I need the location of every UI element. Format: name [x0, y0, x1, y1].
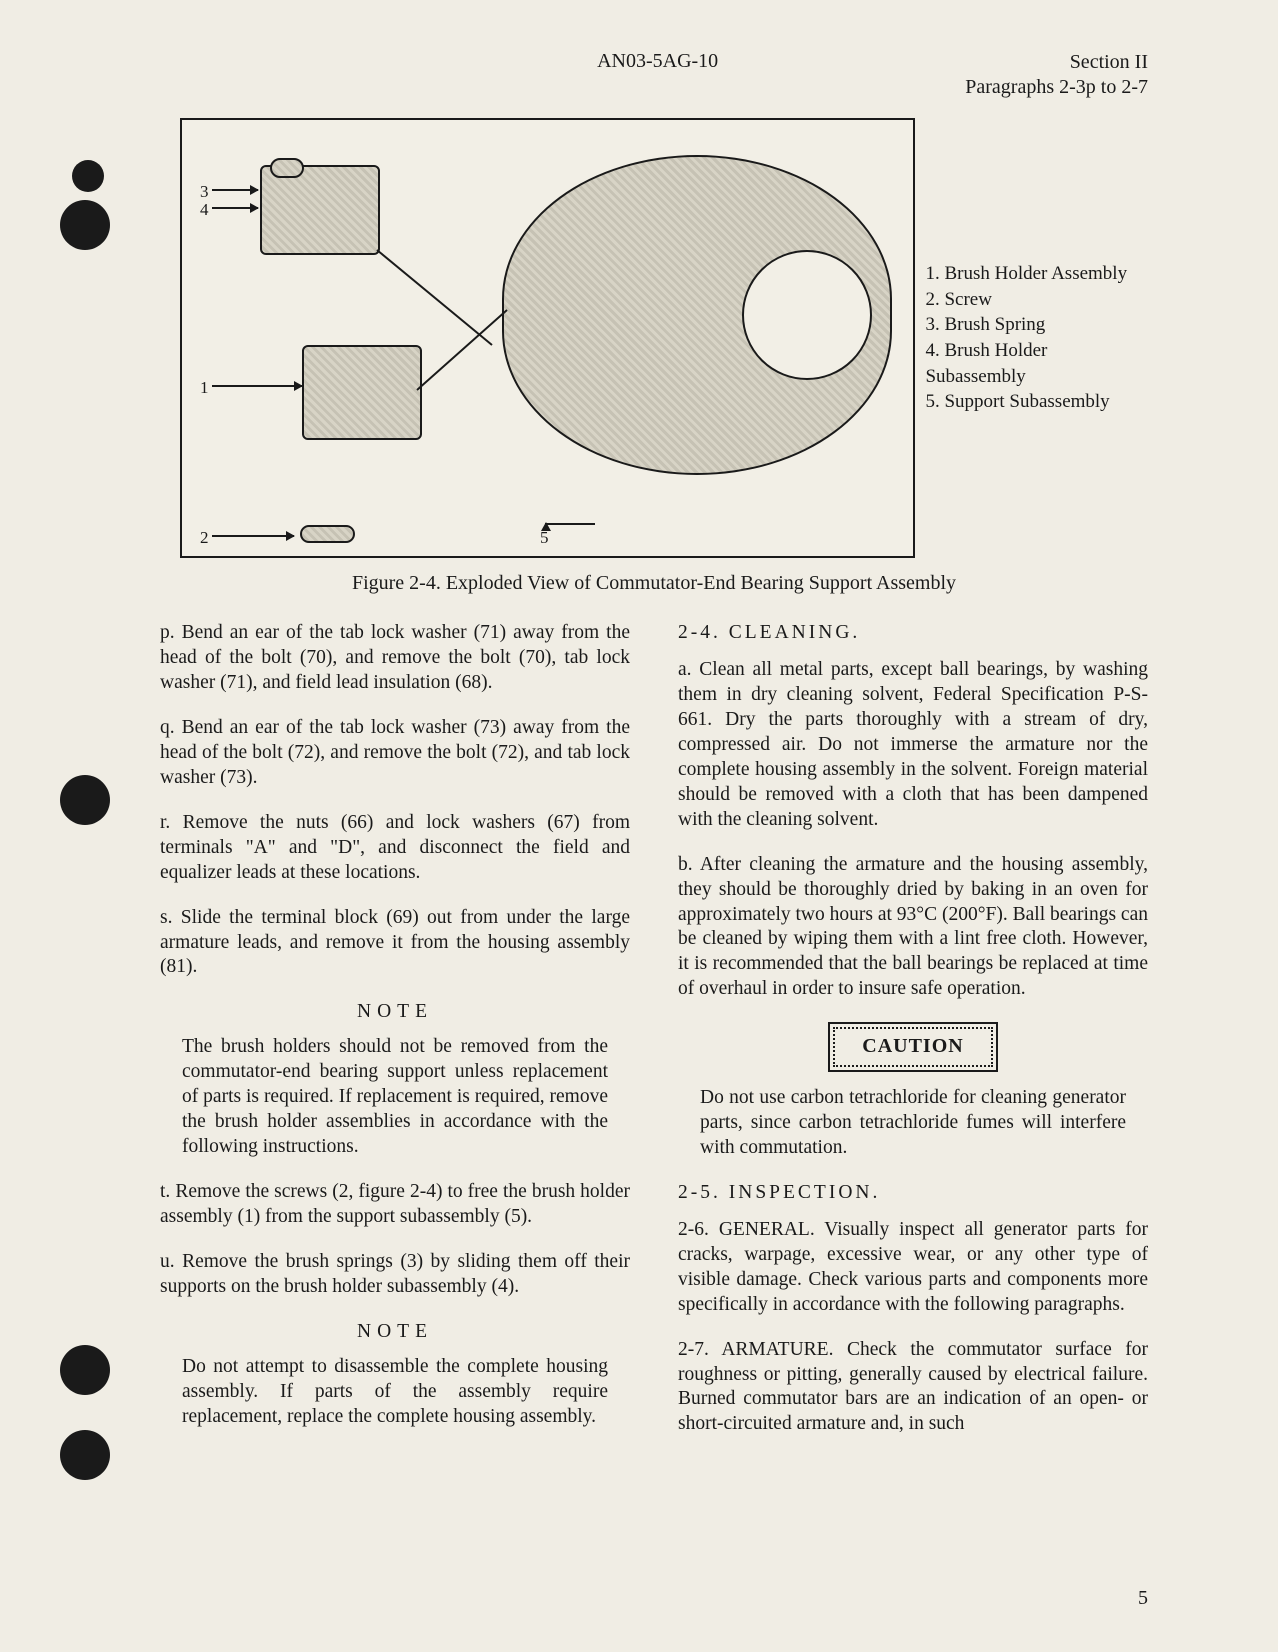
note-heading: NOTE [160, 1320, 630, 1345]
note-body: The brush holders should not be removed … [182, 1035, 608, 1160]
callout-1: 1 [200, 378, 209, 398]
para-range: Paragraphs 2-3p to 2-7 [965, 75, 1148, 100]
legend-item: 5. Support Subassembly [925, 389, 1148, 415]
caution-box: CAUTION [828, 1022, 998, 1072]
arrow-icon [212, 535, 294, 537]
arrow-icon [545, 523, 595, 525]
callout-4: 4 [200, 200, 209, 220]
bore-icon [742, 250, 872, 380]
header-right: Section II Paragraphs 2-3p to 2-7 [965, 50, 1148, 100]
legend-item: 1. Brush Holder Assembly [925, 261, 1148, 287]
left-column: p. Bend an ear of the tab lock washer (7… [160, 621, 630, 1457]
legend-item: 2. Screw [925, 287, 1148, 313]
section-label: Section II [965, 50, 1148, 75]
figure-row: 3 4 1 2 5 1. Brush Holder Assembly [160, 118, 1148, 558]
brush-holder-subassembly-icon [260, 165, 380, 255]
heading-2-4: 2-4. CLEANING. [678, 621, 1148, 646]
note-body: Do not attempt to disassemble the comple… [182, 1355, 608, 1430]
heading-2-5: 2-5. INSPECTION. [678, 1181, 1148, 1206]
para-q: q. Bend an ear of the tab lock washer (7… [160, 716, 630, 791]
note-heading: NOTE [160, 1000, 630, 1025]
para-u: u. Remove the brush springs (3) by slidi… [160, 1250, 630, 1300]
para-2-4b: b. After cleaning the armature and the h… [678, 853, 1148, 1003]
arrow-icon [212, 189, 258, 191]
brush-spring-icon [270, 158, 304, 178]
figure-legend: 1. Brush Holder Assembly 2. Screw 3. Bru… [925, 261, 1148, 415]
page-number: 5 [1138, 1587, 1148, 1610]
doc-id: AN03-5AG-10 [350, 50, 965, 73]
callout-2: 2 [200, 528, 209, 548]
brush-holder-assembly-icon [302, 345, 422, 440]
screw-icon [300, 525, 355, 543]
para-s: s. Slide the terminal block (69) out fro… [160, 906, 630, 981]
body-columns: p. Bend an ear of the tab lock washer (7… [160, 621, 1148, 1457]
figure-2-4: 3 4 1 2 5 [180, 118, 915, 558]
arrow-icon [212, 207, 258, 209]
arrow-icon [212, 385, 302, 387]
legend-item: 3. Brush Spring [925, 312, 1148, 338]
legend-item: 4. Brush Holder Subassembly [925, 338, 1148, 389]
page: AN03-5AG-10 Section II Paragraphs 2-3p t… [0, 0, 1278, 1652]
caution-body: Do not use carbon tetrachloride for clea… [700, 1086, 1126, 1161]
para-t: t. Remove the screws (2, figure 2-4) to … [160, 1180, 630, 1230]
callout-5: 5 [540, 528, 549, 548]
para-p: p. Bend an ear of the tab lock washer (7… [160, 621, 630, 696]
callout-3: 3 [200, 182, 209, 202]
para-r: r. Remove the nuts (66) and lock washers… [160, 811, 630, 886]
para-2-4a: a. Clean all metal parts, except ball be… [678, 658, 1148, 833]
right-column: 2-4. CLEANING. a. Clean all metal parts,… [678, 621, 1148, 1457]
para-2-7: 2-7. ARMATURE. Check the commutator surf… [678, 1338, 1148, 1438]
figure-caption: Figure 2-4. Exploded View of Commutator-… [160, 572, 1148, 595]
para-2-6: 2-6. GENERAL. Visually inspect all gener… [678, 1218, 1148, 1318]
page-header: AN03-5AG-10 Section II Paragraphs 2-3p t… [160, 50, 1148, 100]
